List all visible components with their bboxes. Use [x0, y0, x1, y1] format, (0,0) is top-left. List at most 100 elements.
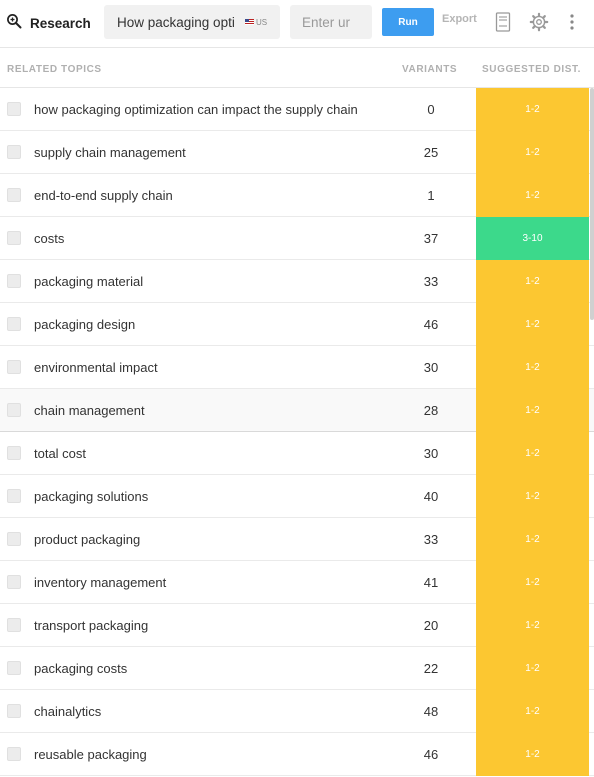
more-vertical-icon[interactable]	[560, 10, 584, 34]
table-row[interactable]: environmental impact 30 1-2	[0, 346, 594, 389]
variants-cell: 41	[423, 575, 439, 590]
run-button[interactable]: Run	[382, 8, 434, 36]
topic-cell: packaging solutions	[34, 489, 149, 504]
suggested-dist-cell: 1-2	[476, 303, 589, 346]
table-row[interactable]: packaging solutions 40 1-2	[0, 475, 594, 518]
us-flag-icon	[245, 19, 254, 25]
table-row[interactable]: supply chain management 25 1-2	[0, 131, 594, 174]
table-row[interactable]: how packaging optimization can impact th…	[0, 88, 594, 131]
header-related-topics[interactable]: RELATED TOPICS	[7, 64, 102, 75]
table-row[interactable]: end-to-end supply chain 1 1-2	[0, 174, 594, 217]
header-variants[interactable]: VARIANTS	[402, 64, 458, 75]
table-row[interactable]: inventory management 41 1-2	[0, 561, 594, 604]
topic-cell: packaging material	[34, 274, 144, 289]
variants-cell: 25	[423, 145, 439, 160]
row-checkbox[interactable]	[7, 446, 21, 460]
suggested-dist-cell: 1-2	[476, 733, 589, 776]
brand: Research	[6, 13, 91, 34]
suggested-dist-cell: 1-2	[476, 389, 589, 432]
variants-cell: 33	[423, 532, 439, 547]
topic-cell: packaging costs	[34, 661, 128, 676]
table-row[interactable]: packaging costs 22 1-2	[0, 647, 594, 690]
country-selector[interactable]: US	[245, 18, 267, 27]
row-checkbox[interactable]	[7, 532, 21, 546]
toolbar: Research How packaging opti US Run Expor…	[0, 0, 594, 48]
suggested-dist-cell: 1-2	[476, 518, 589, 561]
suggested-dist-cell: 1-2	[476, 131, 589, 174]
variants-cell: 30	[423, 360, 439, 375]
export-button[interactable]: Export	[442, 13, 477, 25]
topic-cell: how packaging optimization can impact th…	[34, 102, 358, 117]
variants-cell: 40	[423, 489, 439, 504]
row-checkbox[interactable]	[7, 145, 21, 159]
variants-cell: 37	[423, 231, 439, 246]
variants-cell: 0	[427, 102, 435, 117]
row-checkbox[interactable]	[7, 403, 21, 417]
variants-cell: 28	[423, 403, 439, 418]
suggested-dist-cell: 1-2	[476, 88, 589, 131]
suggested-dist-cell: 1-2	[476, 604, 589, 647]
topic-cell: end-to-end supply chain	[34, 188, 173, 203]
row-checkbox[interactable]	[7, 747, 21, 761]
row-checkbox[interactable]	[7, 231, 21, 245]
gear-icon[interactable]	[527, 10, 551, 34]
variants-cell: 33	[423, 274, 439, 289]
row-checkbox[interactable]	[7, 274, 21, 288]
suggested-dist-cell: 1-2	[476, 174, 589, 217]
topic-cell: chain management	[34, 403, 145, 418]
row-checkbox[interactable]	[7, 360, 21, 374]
table-row[interactable]: packaging design 46 1-2	[0, 303, 594, 346]
suggested-dist-cell: 1-2	[476, 260, 589, 303]
brand-label: Research	[30, 16, 91, 31]
topic-cell: environmental impact	[34, 360, 158, 375]
row-checkbox[interactable]	[7, 661, 21, 675]
suggested-dist-cell: 1-2	[476, 475, 589, 518]
variants-cell: 46	[423, 747, 439, 762]
topic-cell: total cost	[34, 446, 87, 461]
table-row[interactable]: chainalytics 48 1-2	[0, 690, 594, 733]
row-checkbox[interactable]	[7, 188, 21, 202]
header-suggested-dist[interactable]: SUGGESTED DIST.	[482, 64, 582, 75]
table-row[interactable]: total cost 30 1-2	[0, 432, 594, 475]
row-checkbox[interactable]	[7, 704, 21, 718]
table-row[interactable]: costs 37 3-10	[0, 217, 594, 260]
document-icon[interactable]	[491, 10, 515, 34]
table-row[interactable]: product packaging 33 1-2	[0, 518, 594, 561]
topic-cell: supply chain management	[34, 145, 186, 160]
suggested-dist-cell: 1-2	[476, 561, 589, 604]
suggested-dist-cell: 1-2	[476, 432, 589, 475]
suggested-dist-cell: 3-10	[476, 217, 589, 260]
row-checkbox[interactable]	[7, 102, 21, 116]
query-input[interactable]: How packaging opti US	[104, 5, 280, 39]
table-row[interactable]: transport packaging 20 1-2	[0, 604, 594, 647]
query-text[interactable]: How packaging opti	[117, 14, 235, 30]
suggested-dist-cell: 1-2	[476, 647, 589, 690]
table-header: RELATED TOPICS VARIANTS SUGGESTED DIST.	[0, 48, 594, 88]
variants-cell: 30	[423, 446, 439, 461]
country-code: US	[256, 17, 268, 27]
topic-cell: costs	[34, 231, 65, 246]
topic-cell: chainalytics	[34, 704, 102, 719]
topic-cell: product packaging	[34, 532, 141, 547]
topic-cell: transport packaging	[34, 618, 149, 633]
variants-cell: 1	[427, 188, 435, 203]
suggested-dist-cell: 1-2	[476, 346, 589, 389]
table-row[interactable]: reusable packaging 46 1-2	[0, 733, 594, 776]
row-checkbox[interactable]	[7, 618, 21, 632]
variants-cell: 48	[423, 704, 439, 719]
search-zoom-icon	[6, 13, 22, 34]
row-checkbox[interactable]	[7, 575, 21, 589]
variants-cell: 22	[423, 661, 439, 676]
variants-cell: 20	[423, 618, 439, 633]
suggested-dist-cell: 1-2	[476, 690, 589, 733]
topic-cell: packaging design	[34, 317, 136, 332]
variants-cell: 46	[423, 317, 439, 332]
table-row[interactable]: packaging material 33 1-2	[0, 260, 594, 303]
row-checkbox[interactable]	[7, 317, 21, 331]
scrollbar[interactable]	[590, 88, 594, 320]
topic-cell: reusable packaging	[34, 747, 147, 762]
row-checkbox[interactable]	[7, 489, 21, 503]
topic-cell: inventory management	[34, 575, 167, 590]
table-row[interactable]: chain management 28 1-2	[0, 389, 594, 432]
url-input[interactable]	[290, 5, 372, 39]
